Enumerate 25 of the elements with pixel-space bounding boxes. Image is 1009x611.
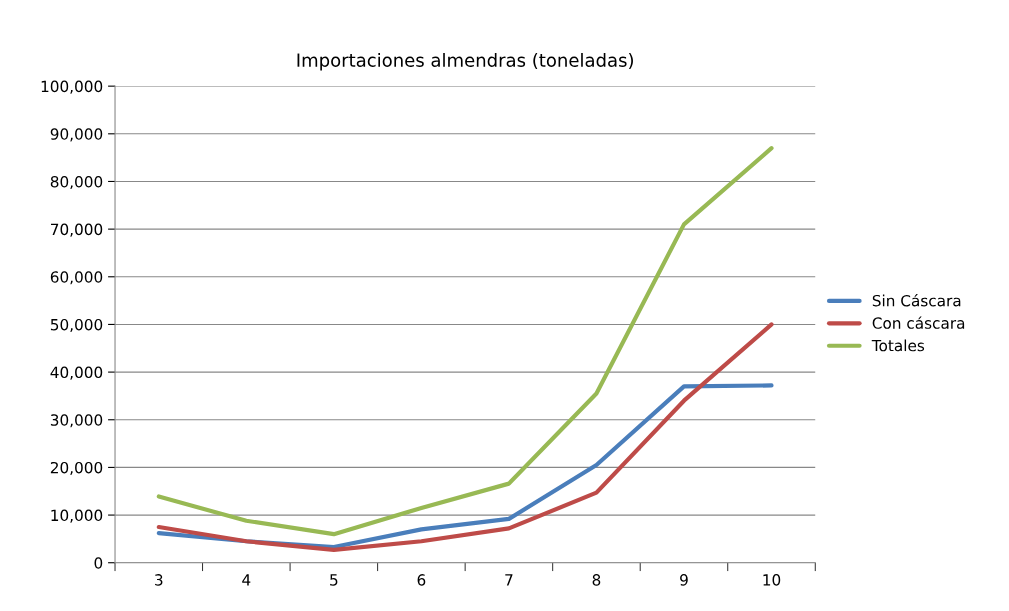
x-tick-label: 3: [155, 574, 163, 586]
x-tick-label: 6: [417, 574, 426, 586]
y-tick-label: 40,000: [50, 366, 103, 380]
y-tick-label: 20,000: [50, 461, 103, 475]
x-tick-label: 7: [505, 574, 513, 586]
y-tick-label: 50,000: [50, 318, 103, 333]
y-tick-label: 0: [94, 557, 103, 569]
y-tick-label: 10,000: [51, 509, 103, 523]
x-tick-label: 8: [592, 574, 601, 586]
y-tick-label: 60,000: [50, 271, 103, 285]
y-tick-label: 90,000: [50, 128, 103, 142]
legend-label: Totales: [871, 339, 925, 352]
x-tick-label: 10: [763, 574, 781, 586]
x-tick-label: 9: [680, 574, 688, 586]
legend-label: Sin Cáscara: [872, 294, 961, 307]
y-tick-label: 30,000: [50, 414, 103, 428]
line-series: [156, 146, 774, 537]
line-series: [156, 322, 774, 552]
y-tick-label: 80,000: [50, 175, 103, 190]
legend-label: Con cáscara: [872, 316, 965, 329]
chart-title: Importaciones almendras (toneladas): [297, 52, 633, 71]
x-tick-label: 5: [330, 574, 338, 586]
y-tick-label: 70,000: [51, 223, 103, 237]
x-tick-label: 4: [242, 574, 251, 586]
y-tick-label: 100,000: [41, 80, 103, 94]
